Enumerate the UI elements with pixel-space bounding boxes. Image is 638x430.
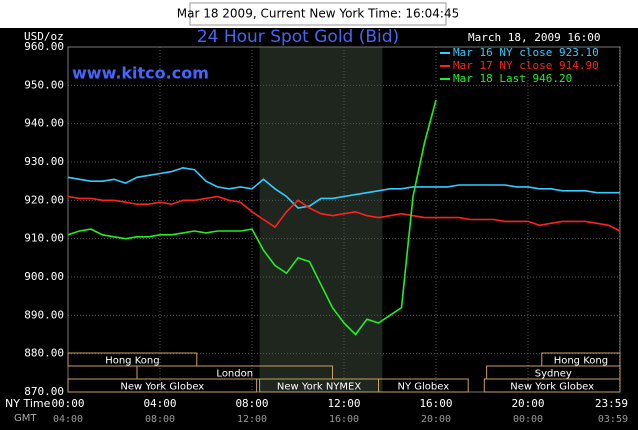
session-label: London bbox=[216, 369, 253, 380]
chart-title: 24 Hour Spot Gold (Bid) bbox=[197, 27, 399, 47]
x-tick-label: 04:00 bbox=[143, 397, 176, 410]
legend-label: Mar 18 Last 946.20 bbox=[453, 72, 572, 85]
y-tick-label: 940.00 bbox=[24, 117, 64, 130]
banner: Mar 18 2009, Current New York Time: 16:0… bbox=[177, 7, 459, 21]
x2-tick-label: 00:00 bbox=[513, 414, 543, 425]
x2-tick-label: 12:00 bbox=[237, 414, 267, 425]
y-tick-label: 890.00 bbox=[24, 308, 64, 321]
x2-axis-label: GMT bbox=[14, 413, 37, 424]
y-axis-label: USD/oz bbox=[24, 30, 64, 43]
x-tick-label: 20:00 bbox=[511, 397, 544, 410]
session-bar bbox=[483, 378, 621, 393]
x-tick-label: 00:00 bbox=[51, 397, 84, 410]
legend-label: Mar 16 NY close 923.10 bbox=[453, 46, 599, 59]
session-bar bbox=[378, 378, 469, 393]
session-label: NY Globex bbox=[398, 382, 450, 393]
series-line bbox=[67, 195, 621, 232]
x2-tick-label: 20:00 bbox=[421, 414, 451, 425]
x2-tick-label: 08:00 bbox=[145, 414, 175, 425]
watermark: www.kitco.com bbox=[72, 64, 209, 83]
x2-tick-label: 03:59 bbox=[598, 414, 628, 425]
timestamp: March 18, 2009 16:00 bbox=[468, 31, 600, 44]
x-tick-label: 23:59 bbox=[595, 397, 628, 410]
x-tick-label: 08:00 bbox=[235, 397, 268, 410]
x2-tick-label: 16:00 bbox=[329, 414, 359, 425]
session-label: New York NYMEX bbox=[277, 382, 362, 393]
session-bar bbox=[67, 352, 198, 367]
session-bar bbox=[67, 378, 258, 393]
session-label: Sydney bbox=[535, 369, 572, 380]
y-tick-label: 900.00 bbox=[24, 270, 64, 283]
shaded-session bbox=[259, 47, 383, 392]
y-tick-label: 960.00 bbox=[24, 40, 64, 53]
series-line bbox=[67, 99, 437, 336]
y-tick-label: 880.00 bbox=[24, 347, 64, 360]
banner-box bbox=[189, 2, 447, 26]
session-label: New York Globex bbox=[120, 382, 204, 393]
y-tick-label: 950.00 bbox=[24, 78, 64, 91]
y-tick-label: 870.00 bbox=[24, 385, 64, 398]
x2-tick-label: 04:00 bbox=[53, 414, 83, 425]
x-axis-label: NY Time bbox=[5, 397, 51, 410]
y-tick-label: 920.00 bbox=[24, 193, 64, 206]
session-label: Hong Kong bbox=[105, 356, 159, 367]
x-tick-label: 16:00 bbox=[419, 397, 452, 410]
session-label: New York Globex bbox=[510, 382, 594, 393]
legend-label: Mar 17 NY close 914.90 bbox=[453, 59, 599, 72]
series-line bbox=[67, 166, 620, 209]
y-tick-label: 910.00 bbox=[24, 232, 64, 245]
session-label: Hong Kong bbox=[554, 356, 608, 367]
x-tick-label: 12:00 bbox=[327, 397, 360, 410]
y-tick-label: 930.00 bbox=[24, 155, 64, 168]
